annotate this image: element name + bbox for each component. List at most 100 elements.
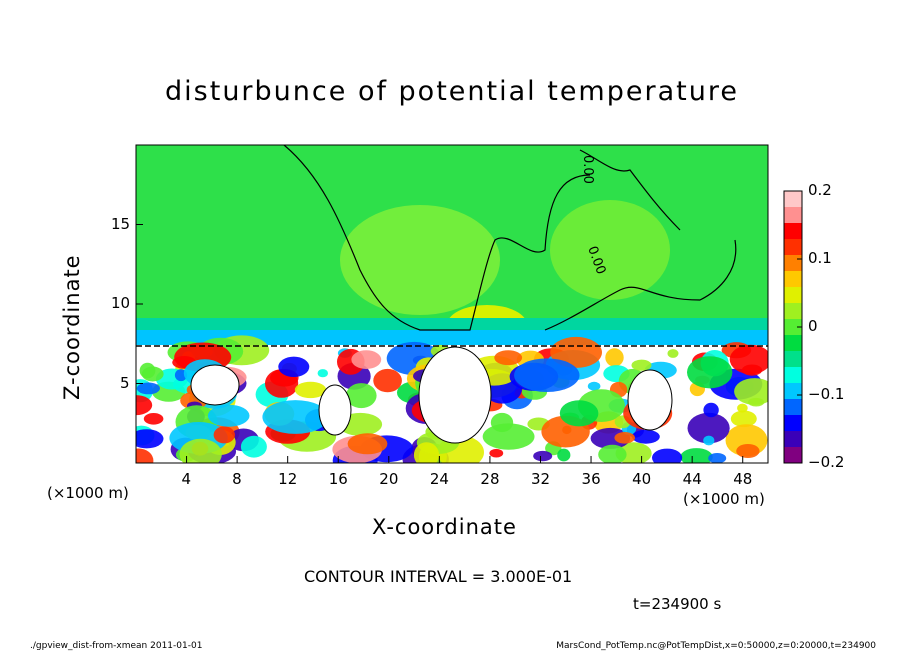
colorbar-swatch <box>784 255 802 272</box>
turbulence-blob <box>136 448 154 463</box>
turbulence-blob <box>557 448 571 462</box>
turbulence-blob <box>136 382 160 395</box>
x-tick-label: 20 <box>379 470 399 488</box>
turbulence-blob <box>703 402 719 418</box>
colorbar-swatch <box>784 351 802 368</box>
turbulence-blob <box>213 426 235 444</box>
turbulence-blob <box>494 350 523 366</box>
turbulence-blob <box>703 435 715 446</box>
x-tick-label: 28 <box>480 470 500 488</box>
y-axis-unit: (×1000 m) <box>47 484 129 502</box>
turbulence-blob <box>179 438 222 463</box>
colorbar-swatch <box>784 223 802 240</box>
x-axis-label: X-coordinate <box>372 515 517 539</box>
turbulence-blob <box>632 429 660 444</box>
turbulence-blob <box>708 453 727 463</box>
turbulence-blob <box>136 395 153 416</box>
x-tick-label: 36 <box>581 470 601 488</box>
contour-interval-note: CONTOUR INTERVAL = 3.000E-01 <box>304 567 573 586</box>
calm-region <box>190 364 240 406</box>
turbulence-blob <box>262 400 329 434</box>
colorbar-tick-label: −0.2 <box>808 453 845 471</box>
turbulent-layer <box>136 335 768 463</box>
calm-region <box>418 346 492 444</box>
turbulence-blob <box>514 358 580 393</box>
turbulence-blob <box>741 364 763 376</box>
colorbar-tick-label: 0.2 <box>808 181 832 199</box>
x-tick-label: 40 <box>632 470 652 488</box>
turbulence-blob <box>351 350 382 369</box>
turbulence-blob <box>207 404 250 427</box>
colorbar-swatch <box>784 431 802 448</box>
x-tick-label: 8 <box>232 470 242 488</box>
y-tick-label: 5 <box>120 373 130 392</box>
y-axis-label: Z-coordinate <box>60 254 84 400</box>
turbulence-blob <box>687 356 733 389</box>
cool-band <box>136 330 768 345</box>
contour-line <box>579 149 681 231</box>
turbulence-blob <box>652 448 683 463</box>
x-tick-label: 48 <box>733 470 753 488</box>
turbulence-blob <box>413 442 440 463</box>
x-tick-label: 16 <box>328 470 348 488</box>
turbulence-blob <box>587 381 601 391</box>
turbulence-blob <box>736 444 760 458</box>
turbulence-blob <box>550 336 602 368</box>
turbulence-blob <box>598 444 627 463</box>
x-axis-unit: (×1000 m) <box>683 490 765 508</box>
turbulence-blob <box>143 413 164 425</box>
turbulence-blob <box>482 423 535 450</box>
turbulence-blob <box>240 435 267 458</box>
y-axis-ticks <box>136 224 143 384</box>
y-tick-label: 10 <box>111 294 131 312</box>
turbulence-blob <box>489 448 504 458</box>
turbulence-blob <box>347 433 388 455</box>
calm-region <box>627 369 673 431</box>
light-green-patch <box>550 200 670 300</box>
light-green-patch <box>340 205 500 315</box>
calm-region <box>318 384 352 436</box>
x-tick-label: 32 <box>530 470 551 488</box>
x-tick-label: 24 <box>429 470 449 488</box>
footer-right: MarsCond_PotTemp.nc@PotTempDist,x=0:5000… <box>556 641 876 651</box>
turbulence-blob <box>373 368 402 393</box>
footer-left: ./gpview_dist-from-xmean 2011-01-01 <box>30 641 203 651</box>
colorbar-swatch <box>784 383 802 400</box>
turbulence-blob <box>614 432 635 444</box>
turbulence-blob <box>687 412 730 444</box>
turbulence-blob <box>278 356 310 377</box>
colorbar <box>783 190 803 464</box>
time-label: t=234900 s <box>633 595 722 613</box>
x-axis-ticks <box>186 456 744 463</box>
colorbar-swatch <box>784 367 802 384</box>
colorbar-swatch <box>784 447 802 464</box>
turbulence-blob <box>605 348 624 367</box>
turbulence-blob <box>680 448 713 463</box>
y-tick-label: 15 <box>111 214 131 233</box>
colorbar-tick-label: −0.1 <box>808 385 845 403</box>
contour-line <box>544 239 737 331</box>
colorbar-tick-label: 0 <box>808 317 818 335</box>
x-tick-label: 12 <box>278 470 298 488</box>
turbulence-blob <box>346 383 377 409</box>
colorbar-swatch <box>784 303 802 320</box>
turbulence-blob <box>667 349 679 358</box>
turbulence-blob <box>294 381 327 399</box>
chart-title: disturbunce of potential temperature <box>165 76 739 107</box>
turbulence-blob <box>748 397 765 407</box>
colorbar-swatch <box>784 207 802 224</box>
x-tick-label: 4 <box>181 470 192 488</box>
colorbar-swatch <box>784 319 802 336</box>
heatmap-plot: 0.00 0.00 <box>136 145 768 463</box>
turbulence-blob <box>730 410 757 428</box>
colorbar-swatch <box>784 335 802 352</box>
colorbar-swatch <box>784 399 802 416</box>
colorbar-swatch <box>784 239 802 256</box>
colorbar-tick-label: 0.1 <box>808 249 832 267</box>
x-tick-label: 44 <box>682 470 702 488</box>
turbulence-blob <box>737 403 748 413</box>
turbulence-blob <box>559 400 599 427</box>
contour-line <box>283 145 591 331</box>
turbulence-blob <box>136 429 164 449</box>
